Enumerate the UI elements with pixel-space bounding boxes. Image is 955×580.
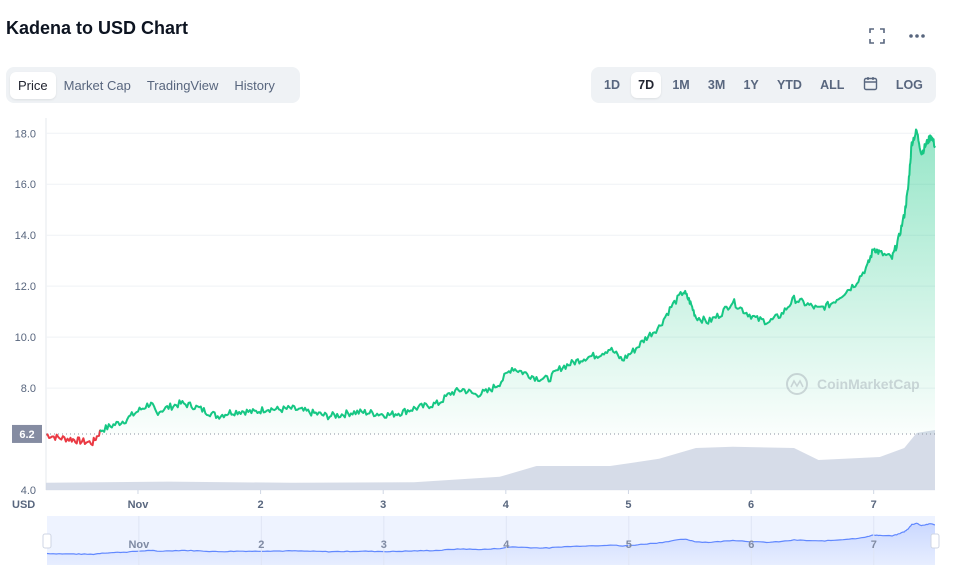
x-tick-label: 2 [258, 499, 264, 511]
range-1m[interactable]: 1M [672, 78, 690, 92]
tab-history[interactable]: History [234, 77, 275, 93]
price-line-up [99, 128, 936, 433]
navigator-tick-label: Nov [128, 539, 150, 551]
price-chart[interactable]: CoinMarketCap 18.0 16.0 14.0 12.0 10.0 8.0 4.0… [0, 110, 955, 575]
x-tick-label: Nov [128, 499, 150, 511]
x-tick-label: 7 [871, 499, 877, 511]
navigator-tick-label: 3 [381, 539, 387, 551]
range-ytd[interactable]: YTD [776, 78, 802, 92]
price-area-fill [46, 129, 935, 434]
navigator-tick-label: 4 [503, 539, 510, 551]
x-axis: USD Nov 2 3 4 5 6 7 [12, 490, 877, 511]
log-scale-toggle[interactable]: LOG [895, 78, 923, 92]
range-1y[interactable]: 1Y [743, 78, 759, 92]
grid-lines [45, 118, 935, 491]
y-tick-label: 8.0 [21, 383, 36, 395]
watermark-text: CoinMarketCap [817, 376, 920, 392]
x-axis-unit-label: USD [12, 499, 35, 511]
x-tick-label: 3 [380, 499, 386, 511]
navigator-tick-label: 2 [258, 539, 264, 551]
y-tick-label: 10.0 [15, 332, 36, 344]
open-price-label: 6.2 [19, 429, 34, 441]
fullscreen-icon[interactable] [867, 26, 887, 46]
price-chart-svg[interactable]: CoinMarketCap 18.0 16.0 14.0 12.0 10.0 8.0 4.0… [0, 110, 955, 575]
navigator-tick-label: 5 [626, 539, 632, 551]
navigator-handle-right[interactable] [930, 533, 940, 549]
chart-type-tabs: Price Market Cap TradingView History [6, 67, 300, 103]
x-tick-label: 6 [748, 499, 754, 511]
calendar-icon[interactable] [856, 70, 885, 100]
page-title: Kadena to USD Chart [6, 18, 189, 38]
x-tick-label: 4 [503, 499, 510, 511]
navigator-tick-label: 6 [748, 539, 754, 551]
open-price-marker: 6.2 [12, 424, 935, 443]
tab-price[interactable]: Price [10, 71, 56, 99]
navigator-handle-left[interactable] [42, 533, 52, 549]
range-3m[interactable]: 3M [707, 78, 726, 92]
y-tick-label: 16.0 [15, 179, 36, 191]
tab-market-cap[interactable]: Market Cap [63, 77, 131, 93]
navigator-area [47, 523, 935, 565]
coinmarketcap-logo-icon [786, 373, 808, 395]
chart-actions [867, 26, 927, 46]
tab-tradingview[interactable]: TradingView [146, 77, 219, 93]
x-tick-label: 5 [625, 499, 631, 511]
y-tick-label: 12.0 [15, 281, 36, 293]
price-area [45, 128, 936, 447]
watermark: CoinMarketCap [786, 373, 920, 395]
navigator-tick-label: 7 [871, 539, 877, 551]
price-line-down [45, 429, 102, 447]
y-axis: 18.0 16.0 14.0 12.0 10.0 8.0 4.0 [15, 128, 36, 497]
navigator-line [46, 522, 935, 556]
volume-area [46, 430, 935, 490]
y-tick-label: 14.0 [15, 230, 36, 242]
range-all[interactable]: ALL [820, 78, 845, 92]
volume-series [46, 430, 935, 490]
navigator: Nov 2 3 4 5 6 7 [42, 516, 940, 565]
y-tick-label: 18.0 [15, 128, 36, 140]
more-icon[interactable] [907, 26, 927, 46]
range-1d[interactable]: 1D [604, 78, 620, 92]
y-tick-label: 4.0 [21, 485, 36, 497]
open-price-badge [12, 424, 42, 443]
range-7d[interactable]: 7D [631, 72, 662, 98]
time-range-selector: 1D 7D 1M 3M 1Y YTD ALL LOG [591, 67, 936, 103]
